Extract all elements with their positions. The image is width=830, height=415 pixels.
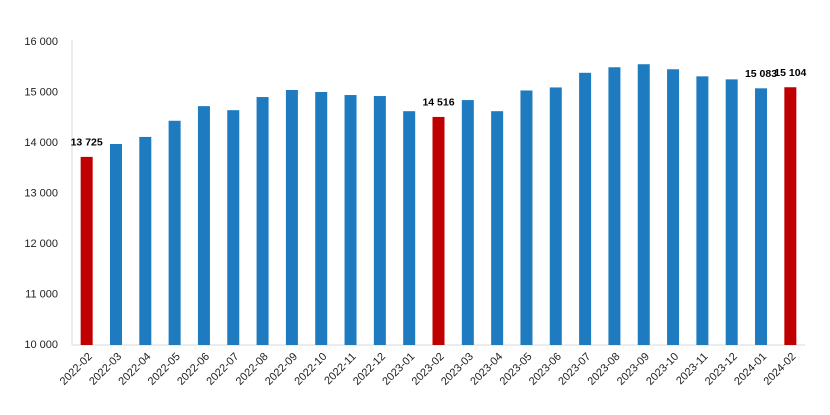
bar bbox=[80, 156, 93, 345]
x-tick-label: 2023-10 bbox=[644, 351, 681, 388]
value-label: 13 725 bbox=[71, 137, 103, 149]
bar bbox=[139, 136, 152, 345]
bar bbox=[256, 97, 269, 345]
bar bbox=[725, 79, 738, 346]
bar bbox=[344, 95, 357, 346]
bar bbox=[197, 106, 210, 345]
y-tick-label: 11 000 bbox=[25, 288, 58, 300]
value-label: 15 083 bbox=[745, 68, 777, 80]
bar bbox=[227, 110, 240, 345]
bar bbox=[432, 116, 445, 345]
y-tick-label: 16 000 bbox=[24, 36, 58, 48]
y-tick-label: 12 000 bbox=[24, 238, 58, 250]
bar bbox=[315, 91, 328, 346]
bar bbox=[461, 100, 474, 345]
bar bbox=[109, 144, 122, 345]
y-tick-label: 14 000 bbox=[24, 137, 58, 149]
bar bbox=[403, 111, 416, 345]
bar bbox=[168, 120, 181, 345]
bar bbox=[784, 87, 797, 346]
y-tick-label: 13 000 bbox=[24, 187, 58, 199]
bar bbox=[755, 88, 768, 345]
bar bbox=[637, 64, 650, 345]
bar bbox=[696, 76, 709, 345]
y-tick-label: 15 000 bbox=[24, 86, 58, 98]
value-label: 14 516 bbox=[422, 97, 454, 109]
bar bbox=[373, 96, 386, 345]
bar bbox=[520, 90, 533, 345]
bar bbox=[579, 72, 592, 346]
x-tick-label: 2022-10 bbox=[292, 351, 329, 388]
bar bbox=[667, 69, 680, 346]
bar bbox=[608, 67, 621, 345]
y-tick-label: 10 000 bbox=[24, 339, 58, 351]
bar bbox=[491, 111, 504, 345]
x-tick-label: 2024-02 bbox=[761, 351, 798, 388]
bar bbox=[285, 89, 298, 345]
value-label: 15 104 bbox=[774, 67, 806, 79]
bar bbox=[549, 87, 562, 345]
